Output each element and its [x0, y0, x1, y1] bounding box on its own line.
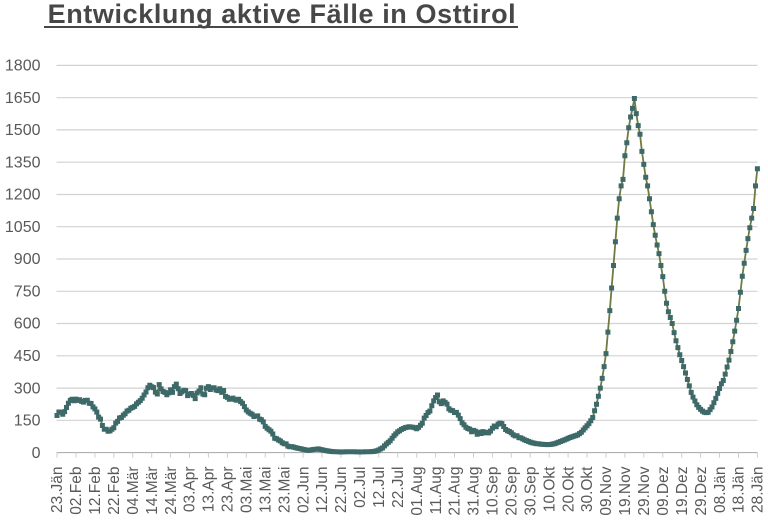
svg-text:24.Mär: 24.Mär [163, 467, 180, 515]
svg-text:600: 600 [14, 316, 41, 333]
svg-text:23.Jän: 23.Jän [49, 467, 66, 514]
svg-text:01.Aug: 01.Aug [409, 467, 426, 516]
svg-text:1800: 1800 [5, 58, 41, 75]
svg-text:300: 300 [14, 380, 41, 397]
svg-text:20.Sep: 20.Sep [504, 467, 521, 516]
svg-text:19.Nov: 19.Nov [617, 466, 634, 515]
svg-text:12.Jul: 12.Jul [371, 467, 388, 508]
svg-text:18.Jän: 18.Jän [731, 467, 748, 514]
svg-text:1500: 1500 [5, 122, 41, 139]
svg-text:750: 750 [14, 284, 41, 301]
svg-text:22.Jul: 22.Jul [390, 467, 407, 508]
svg-text:20.Okt: 20.Okt [560, 466, 577, 512]
svg-text:31.Aug: 31.Aug [466, 467, 483, 516]
svg-text:23.Mai: 23.Mai [276, 467, 293, 514]
svg-text:02.Feb: 02.Feb [68, 467, 85, 515]
svg-text:22.Jun: 22.Jun [333, 467, 350, 514]
svg-text:10.Okt: 10.Okt [541, 466, 558, 512]
svg-text:450: 450 [14, 348, 41, 365]
svg-text:12.Feb: 12.Feb [87, 467, 104, 515]
svg-text:1200: 1200 [5, 187, 41, 204]
svg-text:30.Sep: 30.Sep [523, 467, 540, 516]
svg-text:02.Jul: 02.Jul [352, 467, 369, 508]
svg-text:28.Jän: 28.Jän [750, 467, 767, 514]
svg-text:02.Jun: 02.Jun [295, 467, 312, 514]
svg-text:900: 900 [14, 251, 41, 268]
svg-text:0: 0 [32, 445, 41, 462]
svg-text:09.Dez: 09.Dez [655, 467, 672, 516]
svg-text:21.Aug: 21.Aug [447, 467, 464, 516]
svg-text:04.Mär: 04.Mär [125, 467, 142, 515]
svg-text:12.Jun: 12.Jun [314, 467, 331, 514]
svg-text:1350: 1350 [5, 154, 41, 171]
svg-text:22.Feb: 22.Feb [106, 467, 123, 515]
svg-text:29.Nov: 29.Nov [636, 466, 653, 515]
svg-text:30.Okt: 30.Okt [579, 466, 596, 512]
svg-text:11.Aug: 11.Aug [428, 467, 445, 515]
svg-text:10.Sep: 10.Sep [485, 467, 502, 516]
svg-text:03.Mai: 03.Mai [239, 467, 256, 514]
svg-text:09.Nov: 09.Nov [598, 466, 615, 515]
svg-text:150: 150 [14, 413, 41, 430]
svg-text:29.Dez: 29.Dez [693, 467, 710, 516]
svg-text:1650: 1650 [5, 90, 41, 107]
svg-text:03.Apr: 03.Apr [182, 467, 199, 513]
svg-text:13.Mai: 13.Mai [257, 467, 274, 514]
svg-text:19.Dez: 19.Dez [674, 467, 691, 516]
svg-text:23.Apr: 23.Apr [220, 467, 237, 513]
svg-text:08.Jän: 08.Jän [712, 467, 729, 514]
svg-text:13.Apr: 13.Apr [201, 467, 218, 513]
svg-text:14.Mär: 14.Mär [144, 467, 161, 515]
svg-text:1050: 1050 [5, 219, 41, 236]
